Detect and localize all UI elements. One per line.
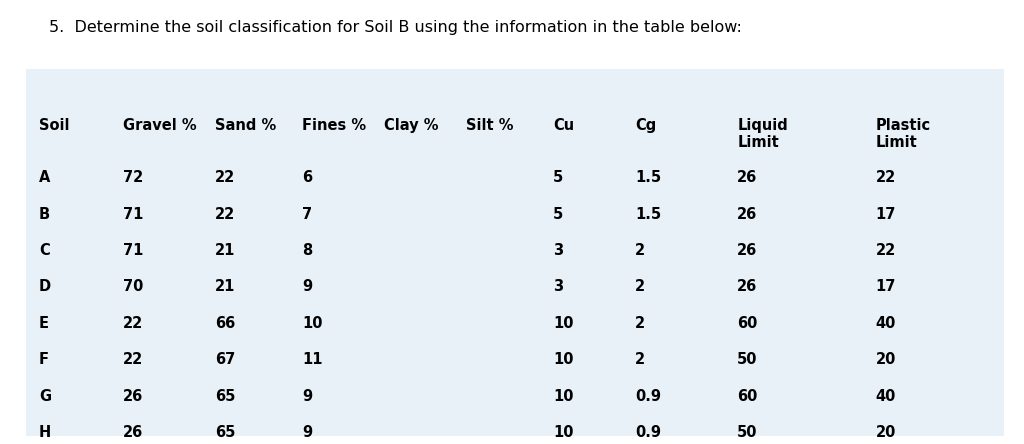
Text: 9: 9 [302, 279, 312, 294]
Text: 26: 26 [123, 388, 143, 404]
Text: 10: 10 [553, 425, 573, 440]
Text: 5: 5 [553, 170, 563, 185]
Text: 3: 3 [553, 243, 563, 258]
Text: 9: 9 [302, 388, 312, 404]
Text: 50: 50 [737, 425, 758, 440]
Text: D: D [39, 279, 51, 294]
Text: 10: 10 [302, 316, 323, 331]
Text: H: H [39, 425, 51, 440]
Text: A: A [39, 170, 50, 185]
Text: 6: 6 [302, 170, 312, 185]
Text: 22: 22 [123, 352, 143, 367]
Text: 26: 26 [737, 279, 758, 294]
Text: C: C [39, 243, 49, 258]
Text: 71: 71 [123, 243, 143, 258]
Text: 17: 17 [876, 206, 896, 222]
Text: 11: 11 [302, 352, 323, 367]
Text: 65: 65 [215, 425, 236, 440]
Text: 60: 60 [737, 316, 758, 331]
Text: 1.5: 1.5 [635, 170, 662, 185]
Text: 60: 60 [737, 388, 758, 404]
Text: 71: 71 [123, 206, 143, 222]
Text: 2: 2 [635, 243, 645, 258]
Text: 9: 9 [302, 425, 312, 440]
Text: 40: 40 [876, 388, 896, 404]
Text: Cu: Cu [553, 118, 574, 133]
Text: 65: 65 [215, 388, 236, 404]
Text: 72: 72 [123, 170, 143, 185]
Text: 26: 26 [737, 170, 758, 185]
Text: 66: 66 [215, 316, 236, 331]
Text: 2: 2 [635, 279, 645, 294]
Text: E: E [39, 316, 49, 331]
Text: 22: 22 [876, 170, 896, 185]
Text: 7: 7 [302, 206, 312, 222]
Text: Sand %: Sand % [215, 118, 276, 133]
Text: Gravel %: Gravel % [123, 118, 197, 133]
Text: 67: 67 [215, 352, 236, 367]
Text: Clay %: Clay % [384, 118, 438, 133]
Text: 22: 22 [876, 243, 896, 258]
Text: 26: 26 [737, 206, 758, 222]
Text: 26: 26 [123, 425, 143, 440]
Text: 22: 22 [215, 170, 236, 185]
Text: Soil: Soil [39, 118, 70, 133]
Text: B: B [39, 206, 50, 222]
Text: 10: 10 [553, 388, 573, 404]
Text: Cg: Cg [635, 118, 656, 133]
Text: F: F [39, 352, 49, 367]
Text: 10: 10 [553, 316, 573, 331]
Text: Liquid
Limit: Liquid Limit [737, 118, 788, 150]
Text: 50: 50 [737, 352, 758, 367]
Text: 20: 20 [876, 425, 896, 440]
Text: 21: 21 [215, 243, 236, 258]
Text: 1.5: 1.5 [635, 206, 662, 222]
Text: 20: 20 [876, 352, 896, 367]
Text: 40: 40 [876, 316, 896, 331]
Text: 2: 2 [635, 316, 645, 331]
Text: 17: 17 [876, 279, 896, 294]
Text: 5: 5 [553, 206, 563, 222]
Text: 5.  Determine the soil classification for Soil B using the information in the ta: 5. Determine the soil classification for… [49, 20, 742, 35]
Text: 10: 10 [553, 352, 573, 367]
Text: Plastic
Limit: Plastic Limit [876, 118, 931, 150]
Text: 2: 2 [635, 352, 645, 367]
Text: 0.9: 0.9 [635, 388, 660, 404]
Text: Silt %: Silt % [466, 118, 513, 133]
Text: G: G [39, 388, 51, 404]
Text: 0.9: 0.9 [635, 425, 660, 440]
Text: 70: 70 [123, 279, 143, 294]
Text: 22: 22 [123, 316, 143, 331]
Text: 21: 21 [215, 279, 236, 294]
Text: 26: 26 [737, 243, 758, 258]
Text: 3: 3 [553, 279, 563, 294]
Text: 8: 8 [302, 243, 312, 258]
Text: 22: 22 [215, 206, 236, 222]
Text: Fines %: Fines % [302, 118, 367, 133]
